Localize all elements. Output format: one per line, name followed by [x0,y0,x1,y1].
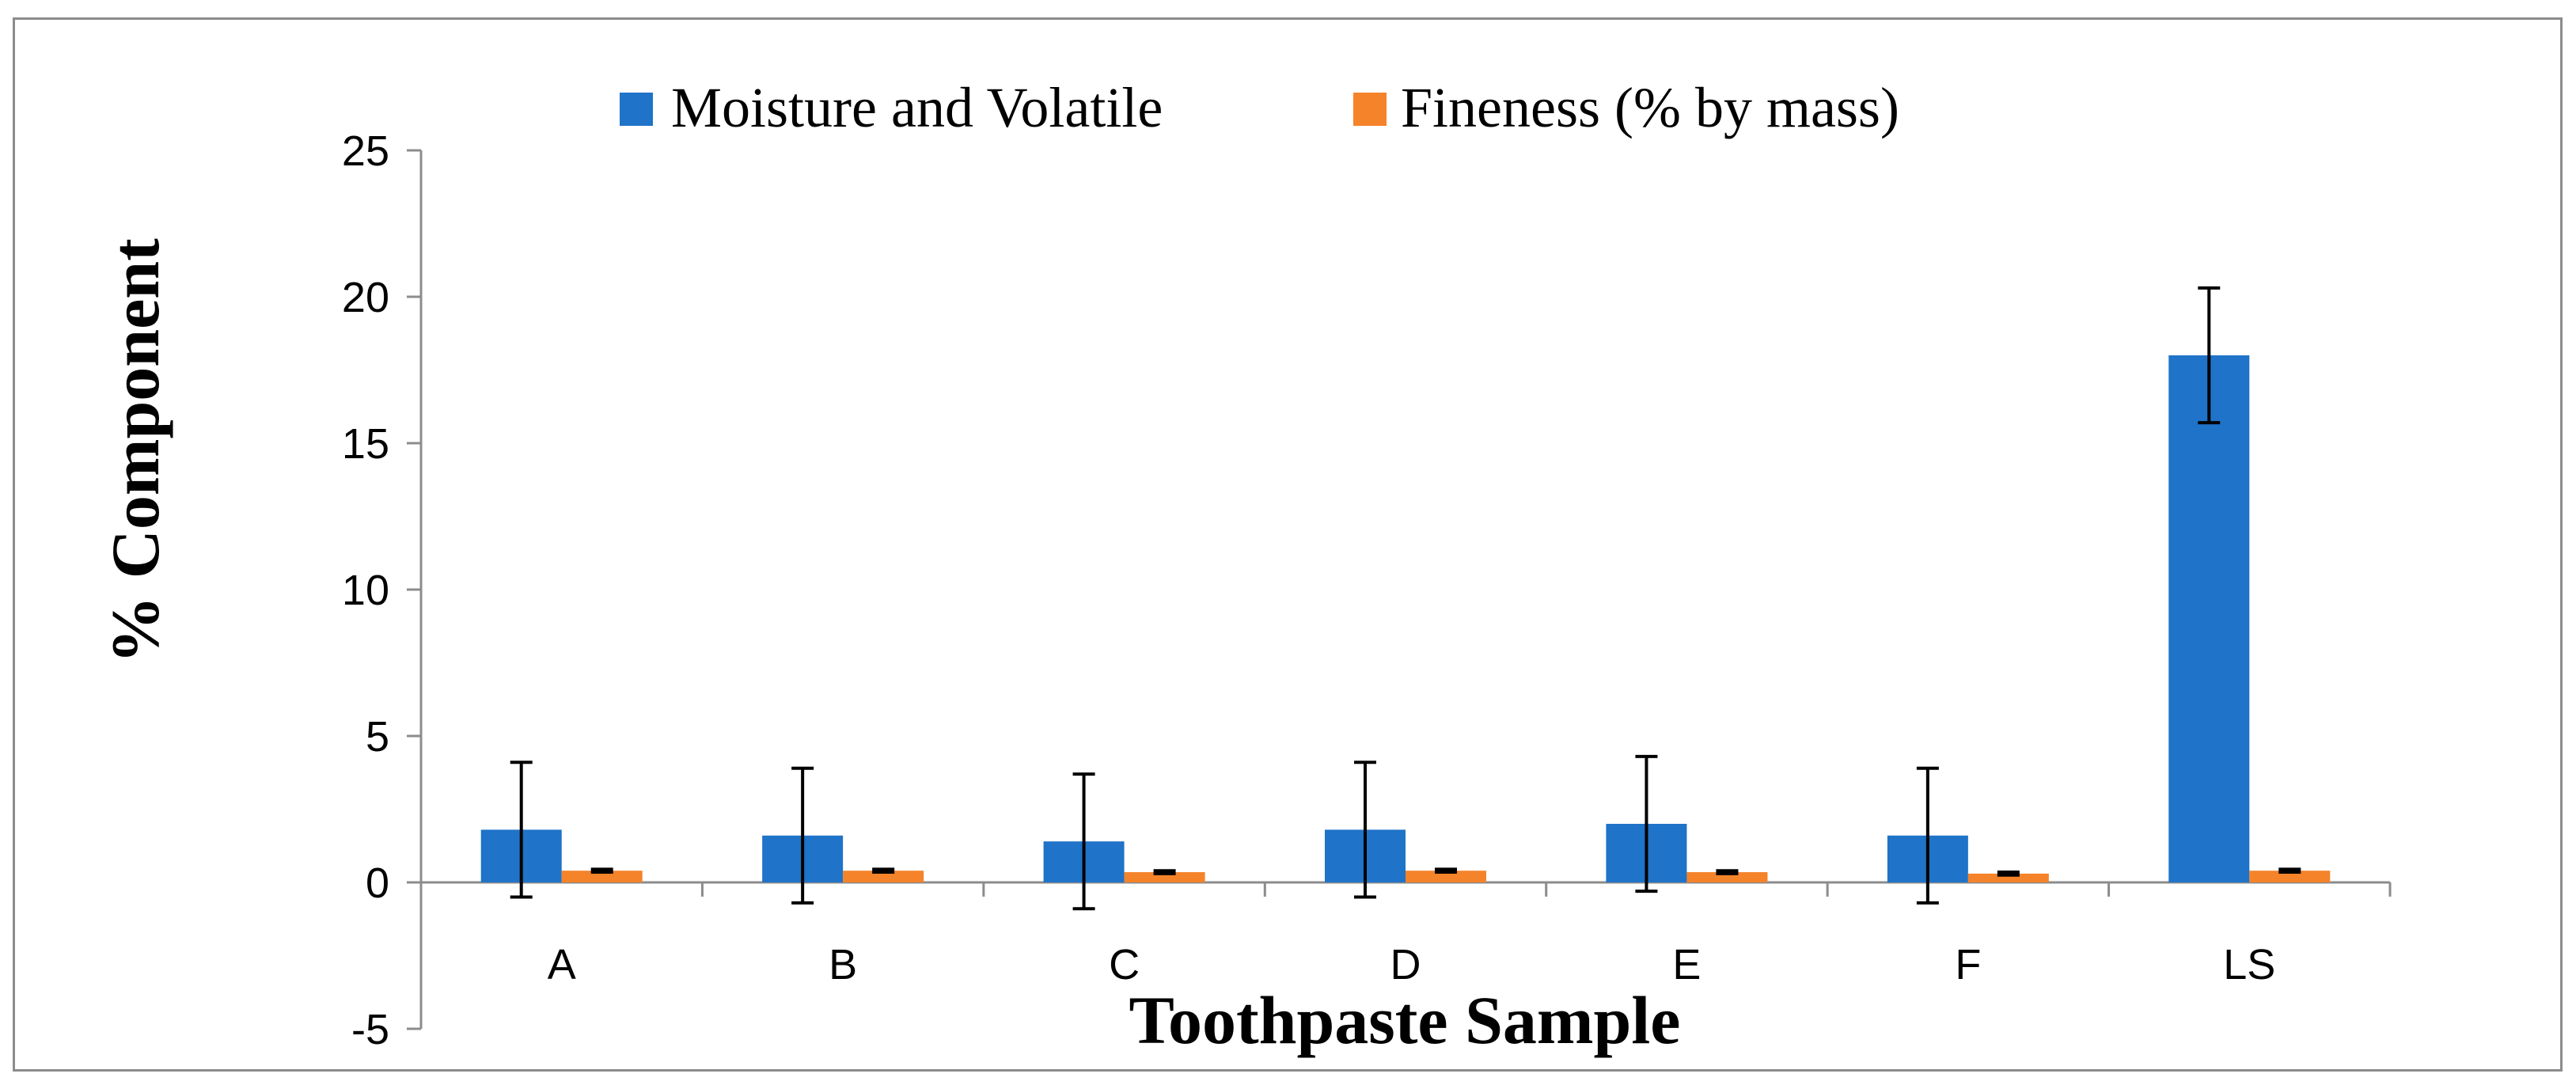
bar-fineness-e [1686,872,1768,882]
x-tick-labels: A B C D E F LS [548,941,2276,988]
bar-fineness-ls [2249,871,2331,882]
x-tick-label-f: F [1955,941,1981,988]
error-bar-moisture-f [1916,766,1939,905]
legend-label-fineness: Fineness (% by mass) [1401,76,1899,139]
y-tick-labels: -5 0 5 10 15 20 25 [342,127,389,1053]
legend-swatch-moisture [620,93,653,126]
x-tick-label-b: B [829,941,857,988]
bar-fineness-b [843,871,924,882]
legend-swatch-fineness [1353,93,1387,126]
error-bar-fineness-a [590,867,613,874]
error-bar-fineness-ls [2278,867,2301,874]
error-bar-moisture-e [1635,754,1658,893]
error-bar-fineness-e [1716,869,1739,875]
legend-label-moisture: Moisture and Volatile [671,76,1163,139]
x-tick-label-ls: LS [2223,941,2275,988]
error-bars [510,286,2301,911]
error-bar-moisture-d [1354,761,1376,899]
chart-frame [13,17,2563,1072]
y-axis-title: % Component [97,238,173,664]
x-tick-label-e: E [1672,941,1701,988]
error-bar-moisture-b [791,766,814,905]
y-tick-label: 25 [342,127,389,175]
error-bar-moisture-ls [2198,286,2221,425]
y-tick-label: 5 [366,713,389,761]
bar-fineness-f [1967,873,2049,882]
x-axis [419,881,2392,897]
bars [480,355,2331,882]
y-tick-label: 20 [342,274,389,321]
y-tick-label: 15 [342,420,389,468]
x-tick-label-c: C [1109,941,1140,988]
legend: Moisture and Volatile Fineness (% by mas… [620,76,1899,139]
x-tick-label-a: A [548,941,576,988]
error-bar-fineness-f [1997,871,2020,877]
bar-fineness-d [1406,871,1486,882]
y-tick-label: 10 [342,567,389,614]
bar-fineness-a [561,871,643,882]
error-bar-moisture-c [1072,772,1095,911]
y-axis [407,149,423,1030]
x-axis-title: Toothpaste Sample [1129,982,1681,1058]
error-bar-fineness-c [1153,869,1176,875]
error-bar-fineness-d [1435,867,1457,874]
error-bar-fineness-b [872,867,895,874]
error-bar-moisture-a [510,761,533,899]
bar-moisture-ls [2168,355,2250,882]
bar-fineness-c [1124,872,1205,882]
y-tick-label: -5 [351,1006,389,1053]
y-tick-label: 0 [366,859,389,907]
x-tick-label-d: D [1390,941,1421,988]
